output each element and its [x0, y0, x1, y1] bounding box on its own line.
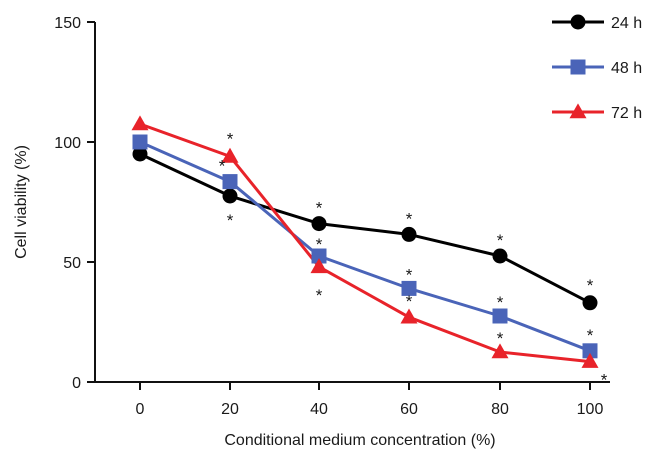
data-point-72h-60 [400, 308, 418, 324]
significance-star-24h-40: * [316, 199, 323, 218]
significance-star-72h-60: * [406, 292, 413, 311]
significance-star-24h-100: * [587, 276, 594, 295]
data-point-72h-80 [491, 343, 509, 359]
significance-star-48h-20: * [219, 157, 226, 176]
x-tick-label-80: 80 [491, 401, 509, 418]
data-point-72h-0 [131, 115, 149, 131]
significance-star-72h-20: * [227, 129, 234, 148]
significance-star-48h-60: * [406, 265, 413, 284]
data-point-24h-0 [132, 146, 148, 162]
axes: 0 50 100 150 0 20 40 60 80 100 [54, 15, 610, 418]
y-tick-label-0: 0 [72, 375, 81, 392]
significance-star-24h-20: * [227, 211, 234, 230]
x-axis-title: Conditional medium concentration (%) [224, 432, 495, 449]
data-point-72h-20 [221, 147, 239, 163]
significance-star-48h-80: * [497, 293, 504, 312]
data-point-24h-20 [222, 188, 238, 204]
x-tick-label-100: 100 [577, 401, 604, 418]
data-point-48h-0 [132, 134, 148, 150]
significance-star-48h-100: * [587, 326, 594, 345]
data-point-24h-100 [582, 295, 598, 311]
y-axis-title: Cell viability (%) [13, 145, 30, 259]
significance-star-24h-80: * [497, 231, 504, 250]
legend: 24 h 48 h 72 h [552, 14, 642, 122]
x-tick-label-60: 60 [400, 401, 418, 418]
data-point-72h-100 [581, 352, 599, 368]
y-tick-label-100: 100 [54, 135, 81, 152]
series-layer [131, 115, 599, 368]
legend-marker-24h [570, 14, 586, 30]
data-point-72h-40 [310, 258, 328, 274]
legend-label-72h: 72 h [611, 105, 642, 122]
significance-star-72h-100: * [601, 371, 608, 390]
data-point-24h-80 [492, 248, 508, 264]
data-point-48h-60 [401, 280, 417, 296]
data-point-48h-40 [311, 248, 327, 264]
data-point-48h-20 [222, 174, 238, 190]
x-tick-label-0: 0 [136, 401, 145, 418]
legend-marker-72h [569, 103, 587, 119]
significance-star-48h-40: * [316, 235, 323, 254]
y-tick-label-150: 150 [54, 15, 81, 32]
legend-marker-48h [570, 59, 586, 75]
series-line-72h [139, 122, 591, 364]
significance-star-24h-60: * [406, 209, 413, 228]
x-tick-label-20: 20 [221, 401, 239, 418]
significance-star-72h-40: * [316, 286, 323, 305]
legend-label-48h: 48 h [611, 60, 642, 77]
y-tick-label-50: 50 [63, 255, 81, 272]
data-point-24h-60 [401, 226, 417, 242]
series-line-48h [139, 140, 591, 353]
x-tick-label-40: 40 [310, 401, 328, 418]
significance-markers: ************ *** [219, 129, 608, 389]
series-line-24h [139, 152, 591, 305]
legend-label-24h: 24 h [611, 15, 642, 32]
significance-star-72h-80: * [497, 329, 504, 348]
data-point-48h-80 [492, 308, 508, 324]
data-point-48h-100 [582, 343, 598, 359]
data-point-24h-40 [311, 216, 327, 232]
